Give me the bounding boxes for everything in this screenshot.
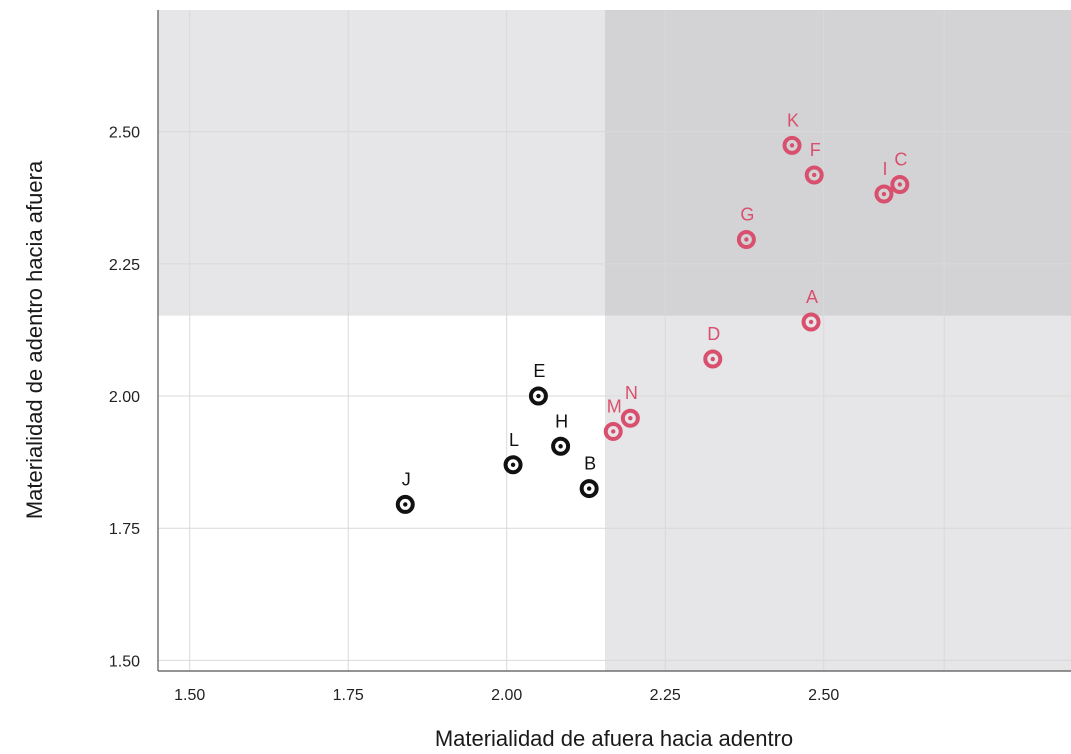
data-point-center	[628, 416, 633, 421]
data-point	[503, 455, 523, 475]
gridlines	[158, 10, 1071, 671]
x-tick-label: 1.50	[174, 687, 205, 704]
y-tick-label: 2.25	[109, 257, 140, 274]
shaded-regions	[158, 10, 1071, 671]
axes	[157, 10, 1071, 672]
data-point-center	[558, 444, 563, 449]
point-label: D	[707, 324, 720, 344]
point-label: C	[894, 150, 907, 170]
y-tick-label: 2.00	[109, 389, 140, 406]
point-label: H	[555, 411, 568, 431]
overlap-region	[604, 10, 1071, 316]
point-label: N	[625, 383, 638, 403]
data-point	[890, 175, 910, 195]
point-label: F	[810, 140, 821, 160]
y-tick-label: 2.50	[109, 125, 140, 142]
data-points	[395, 135, 910, 514]
data-point	[395, 494, 415, 514]
data-point	[804, 165, 824, 185]
point-labels: A B C D E F G H I J K L MN	[402, 110, 908, 489]
data-point-center	[808, 319, 814, 325]
data-point-center	[897, 182, 903, 187]
data-point-center	[403, 502, 408, 507]
point-label: M	[607, 396, 622, 416]
data-point	[603, 421, 623, 441]
point-label: A	[806, 287, 818, 307]
data-point	[528, 386, 548, 406]
data-point-center	[881, 191, 887, 197]
tick-labels: 1.50 1.75 2.00 2.25 2.50 1.50 1.75 2.00 2.25 2.50	[109, 125, 840, 704]
x-tick-label: 2.00	[491, 687, 522, 704]
point-label: I	[882, 159, 887, 179]
data-point-center	[710, 356, 715, 362]
point-label: B	[584, 454, 596, 474]
point-label: L	[509, 430, 519, 450]
data-point-center	[812, 172, 817, 178]
data-point-center	[586, 486, 592, 491]
data-point	[551, 436, 571, 456]
data-point	[801, 312, 821, 332]
data-point-center	[510, 462, 516, 467]
y-axis-title: Materialidad de adentro hacia afuera	[22, 160, 47, 519]
data-point-center	[536, 393, 541, 399]
point-label: J	[402, 469, 411, 489]
y-tick-label: 1.50	[109, 653, 140, 670]
x-axis-title: Materialidad de afuera hacia adentro	[435, 726, 793, 751]
x-tick-label: 2.25	[650, 687, 681, 704]
data-point	[703, 349, 723, 369]
x-tick-label: 1.75	[333, 687, 364, 704]
data-point-center	[789, 143, 795, 148]
data-point	[579, 479, 599, 499]
data-point	[782, 135, 802, 155]
x-tick-label: 2.50	[808, 687, 839, 704]
data-point-center	[611, 429, 616, 434]
point-label: K	[787, 110, 799, 130]
data-point	[620, 408, 640, 428]
data-point	[874, 184, 894, 204]
point-label: E	[533, 361, 545, 381]
y-tick-label: 1.75	[109, 521, 140, 538]
data-point-center	[744, 237, 749, 242]
point-label: G	[740, 204, 754, 224]
data-point	[736, 229, 756, 249]
